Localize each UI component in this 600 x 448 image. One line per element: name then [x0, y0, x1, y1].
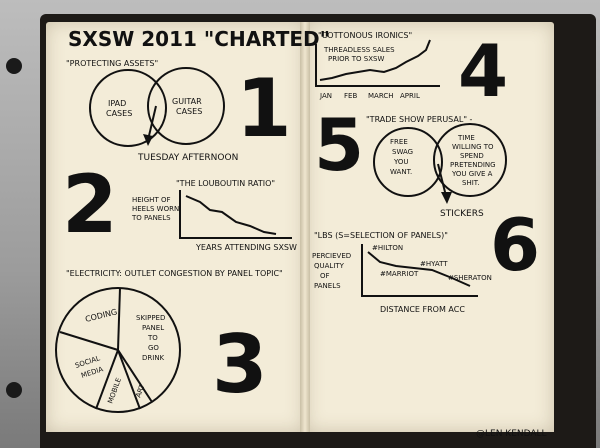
s2-trend-line — [185, 195, 277, 235]
s1-arrow — [147, 105, 157, 141]
s5-heading: "TRADE SHOW PERUSAL" - — [366, 115, 473, 124]
s6-point-hyatt: #HYATT — [420, 260, 448, 268]
s1-left-label-2: CASES — [106, 109, 132, 118]
s4-month-jan: JAN — [319, 92, 332, 100]
s6-number: 6 — [490, 203, 540, 287]
s1-right-label-2: CASES — [176, 107, 202, 116]
s3-heading: "ELECTRICITY: OUTLET CONGESTION BY PANEL… — [66, 269, 283, 278]
s3-pie-divider — [117, 349, 141, 410]
s2-xlabel: YEARS ATTENDING SXSW — [195, 243, 297, 252]
s1-circle-right — [147, 67, 225, 145]
s4-axes — [315, 44, 440, 87]
s6-ylabel-4: PANELS — [314, 282, 341, 290]
s4-number: 4 — [458, 29, 508, 113]
s5-right-6: SHIT. — [462, 179, 479, 187]
right-page — [306, 22, 554, 432]
s5-circle-right — [433, 123, 507, 197]
s3-pie-divider — [59, 331, 119, 351]
s1-arrow-head — [143, 134, 153, 146]
s3-slice-mobile: MOBILE — [106, 377, 123, 405]
s1-heading: "PROTECTING ASSETS" — [66, 59, 158, 68]
s3-pie — [55, 287, 181, 413]
s6-ylabel-1: PERCIEVED — [312, 252, 351, 260]
credit: @LEN KENDALL — [476, 429, 547, 439]
s2-heading: "THE LOUBOUTIN RATIO" — [176, 179, 275, 188]
s5-arrow — [437, 163, 447, 197]
s5-result: STICKERS — [440, 209, 484, 219]
s2-ylabel-2: HEELS WORN — [132, 205, 179, 213]
s3-slice-skipped-3: TO — [147, 334, 158, 342]
s3-number: 3 — [212, 318, 268, 411]
s6-ylabel-2: QUALITY — [314, 262, 345, 270]
s6-ylabel-3: OF — [320, 272, 330, 280]
notebook-spine — [300, 22, 310, 432]
s1-left-label-1: IPAD — [108, 99, 126, 108]
s1-number: 1 — [236, 62, 292, 155]
s5-right-1: TIME — [457, 134, 475, 142]
s5-arrow-head — [441, 192, 452, 204]
s2-axes — [179, 190, 292, 239]
s6-point-sheraton: #SHERATON — [448, 274, 492, 282]
s3-slice-skipped-1: SKIPPED — [136, 314, 165, 322]
left-page — [46, 22, 304, 432]
s6-trend-line — [367, 251, 471, 287]
s4-month-feb: FEB — [344, 92, 357, 100]
s3-pie-divider — [95, 349, 119, 410]
s1-result: TUESDAY AFTERNOON — [137, 153, 238, 163]
s5-right-5: YOU GIVE A — [451, 170, 493, 178]
laptop-hole — [6, 58, 22, 74]
laptop-hole — [6, 382, 22, 398]
s1-circle-left — [89, 69, 167, 147]
s5-right-4: PRETENDING — [450, 161, 496, 169]
s5-left-1: FREE — [390, 138, 408, 146]
s2-ylabel-1: HEIGHT OF — [132, 196, 170, 204]
s5-left-2: SWAG — [392, 148, 413, 156]
title: SXSW 2011 "CHARTED" — [68, 27, 330, 51]
s3-slice-coding: CODING — [84, 307, 118, 324]
s4-sales-line — [319, 39, 431, 81]
s3-pie-divider — [117, 287, 121, 351]
s4-month-april: APRIL — [400, 92, 420, 100]
s3-slice-skipped-5: DRINK — [142, 354, 165, 362]
s4-line-label-2: PRIOR TO SXSW — [328, 55, 384, 63]
s3-slice-skipped-2: PANEL — [142, 324, 164, 332]
s3-slice-skipped-4: GO — [148, 344, 159, 352]
s5-number: 5 — [314, 103, 364, 187]
s6-point-marriot: #MARRIOT — [380, 270, 419, 278]
s2-number: 2 — [62, 158, 118, 251]
s6-heading: "LBS (S=SELECTION OF PANELS)" — [314, 231, 448, 240]
s5-left-4: WANT. — [390, 168, 412, 176]
s2-ylabel-3: TO PANELS — [131, 214, 171, 222]
s6-point-hilton: #HILTON — [372, 244, 403, 252]
s1-right-label-1: GUITAR — [172, 97, 202, 106]
s4-line-label-1: THREADLESS SALES — [323, 46, 395, 54]
s5-right-2: WILLING TO — [452, 143, 494, 151]
s4-heading: "COTTONOUS IRONICS" — [318, 31, 412, 40]
s5-right-3: SPEND — [460, 152, 484, 160]
s4-month-march: MARCH — [368, 92, 394, 100]
s6-xlabel: DISTANCE FROM ACC — [380, 305, 465, 314]
s6-axes — [361, 244, 478, 297]
s5-left-3: YOU — [393, 158, 409, 166]
s5-circle-left — [373, 127, 443, 197]
s3-pie-divider — [117, 349, 153, 403]
